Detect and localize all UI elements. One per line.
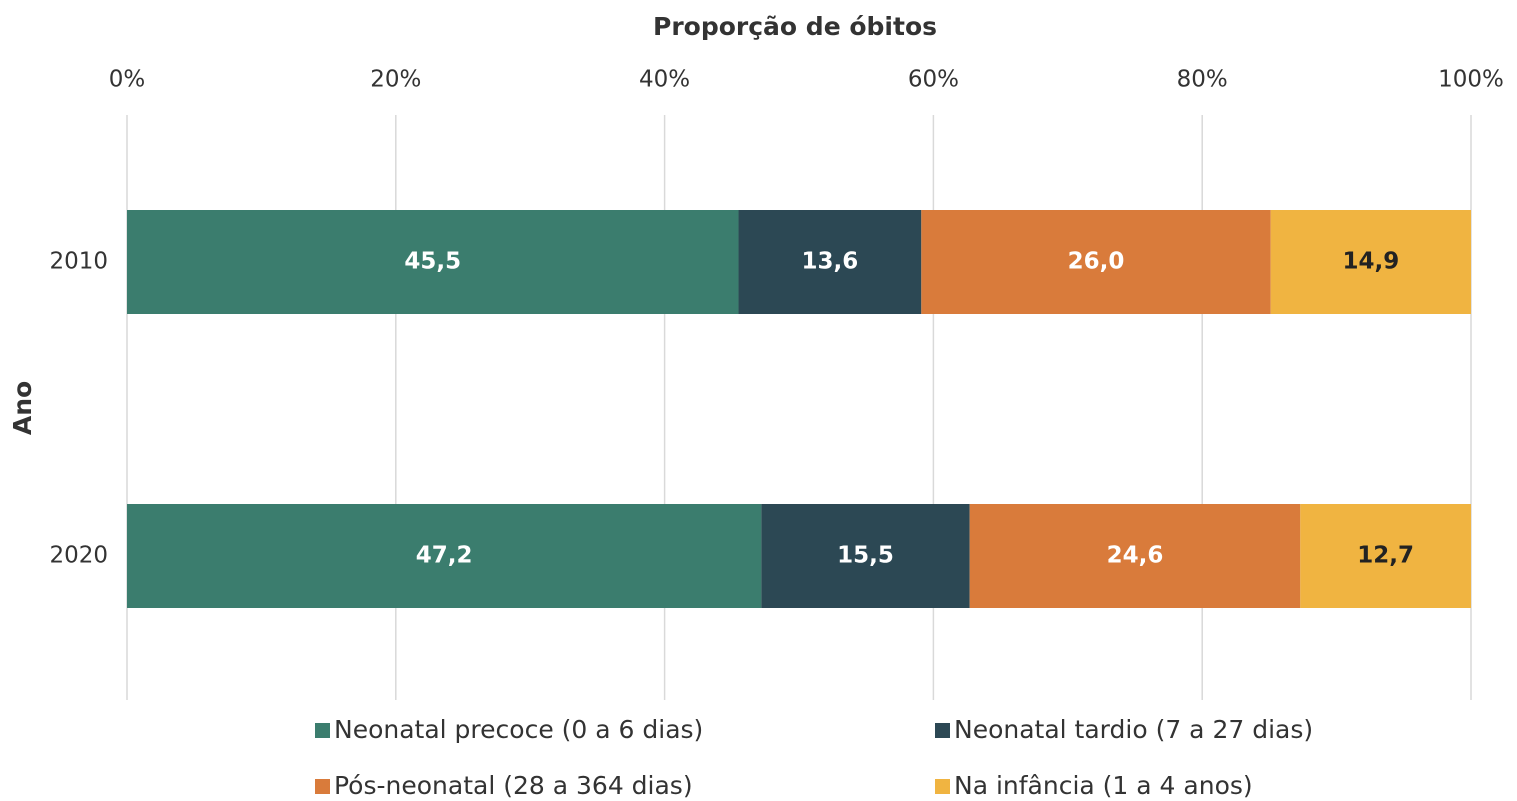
bar-segment [1270,210,1471,314]
legend-label: Neonatal tardio (7 a 27 dias) [954,715,1313,744]
value-label: 12,7 [1357,543,1414,569]
value-label: 47,2 [416,543,473,569]
legend-swatch [315,779,330,794]
y-axis-title: Ano [8,381,37,435]
bar-segment [1300,504,1471,608]
y-tick-label: 2020 [49,543,108,569]
x-tick-label: 80% [1177,67,1228,93]
x-tick-label: 20% [370,67,421,93]
bar-segment [969,504,1301,608]
value-label: 26,0 [1068,249,1125,275]
value-label: 15,5 [837,543,894,569]
legend-label: Neonatal precoce (0 a 6 dias) [334,715,703,744]
x-tick-label: 40% [639,67,690,93]
bar-segment [921,210,1271,314]
legend-label: Na infância (1 a 4 anos) [954,771,1253,800]
legend-label: Pós-neonatal (28 a 364 dias) [334,771,693,800]
bar-segment [761,504,970,608]
x-tick-label: 0% [109,67,146,93]
bar-segment [738,210,922,314]
x-tick-label: 100% [1438,67,1504,93]
bar-segment [127,504,762,608]
legend-swatch [935,779,950,794]
x-axis-title: Proporção de óbitos [653,12,937,41]
value-label: 24,6 [1107,543,1164,569]
value-label: 14,9 [1342,249,1399,275]
y-tick-label: 2010 [49,249,108,275]
legend-swatch [315,723,330,738]
x-tick-label: 60% [908,67,959,93]
value-label: 45,5 [404,249,461,275]
legend-swatch [935,723,950,738]
bar-segment [127,210,739,314]
value-label: 13,6 [802,249,859,275]
